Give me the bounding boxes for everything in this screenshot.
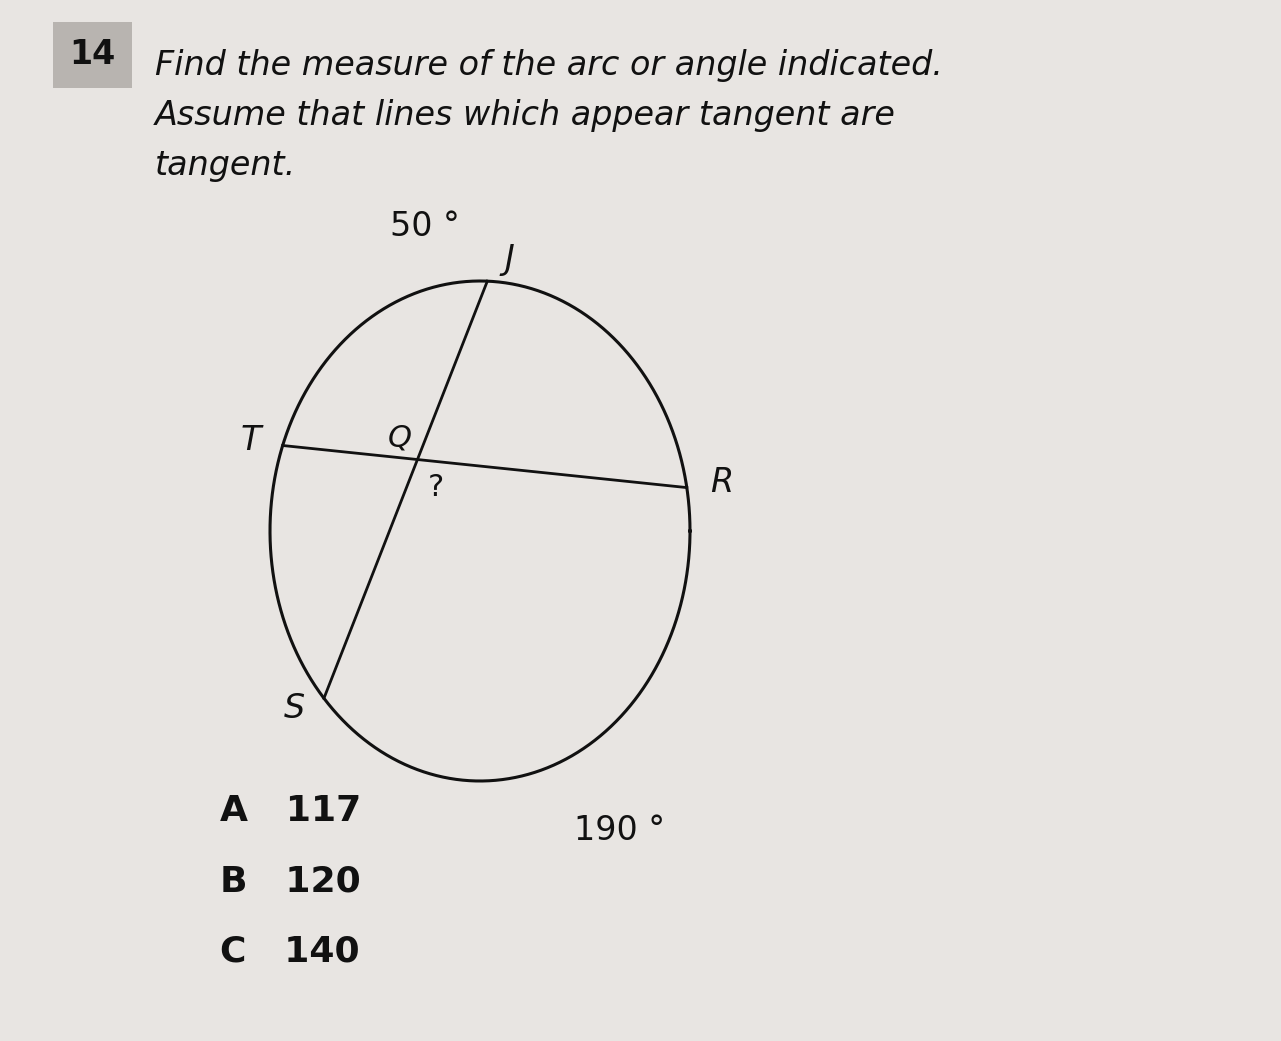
Text: tangent.: tangent. xyxy=(155,150,296,182)
Text: Assume that lines which appear tangent are: Assume that lines which appear tangent a… xyxy=(155,100,895,132)
Text: T: T xyxy=(241,424,261,457)
Text: 14: 14 xyxy=(69,39,115,72)
FancyBboxPatch shape xyxy=(53,22,132,88)
Text: ?: ? xyxy=(428,473,443,502)
Text: A   117: A 117 xyxy=(220,794,361,828)
Text: Find the measure of the arc or angle indicated.: Find the measure of the arc or angle ind… xyxy=(155,50,943,82)
Text: 190 °: 190 ° xyxy=(574,814,666,847)
Text: B   120: B 120 xyxy=(220,864,361,898)
Text: R: R xyxy=(710,466,734,499)
Text: J: J xyxy=(505,243,514,276)
Text: 50 °: 50 ° xyxy=(391,209,460,243)
Text: C   140: C 140 xyxy=(220,934,360,968)
Text: S: S xyxy=(283,692,305,725)
Text: Q: Q xyxy=(387,423,411,452)
